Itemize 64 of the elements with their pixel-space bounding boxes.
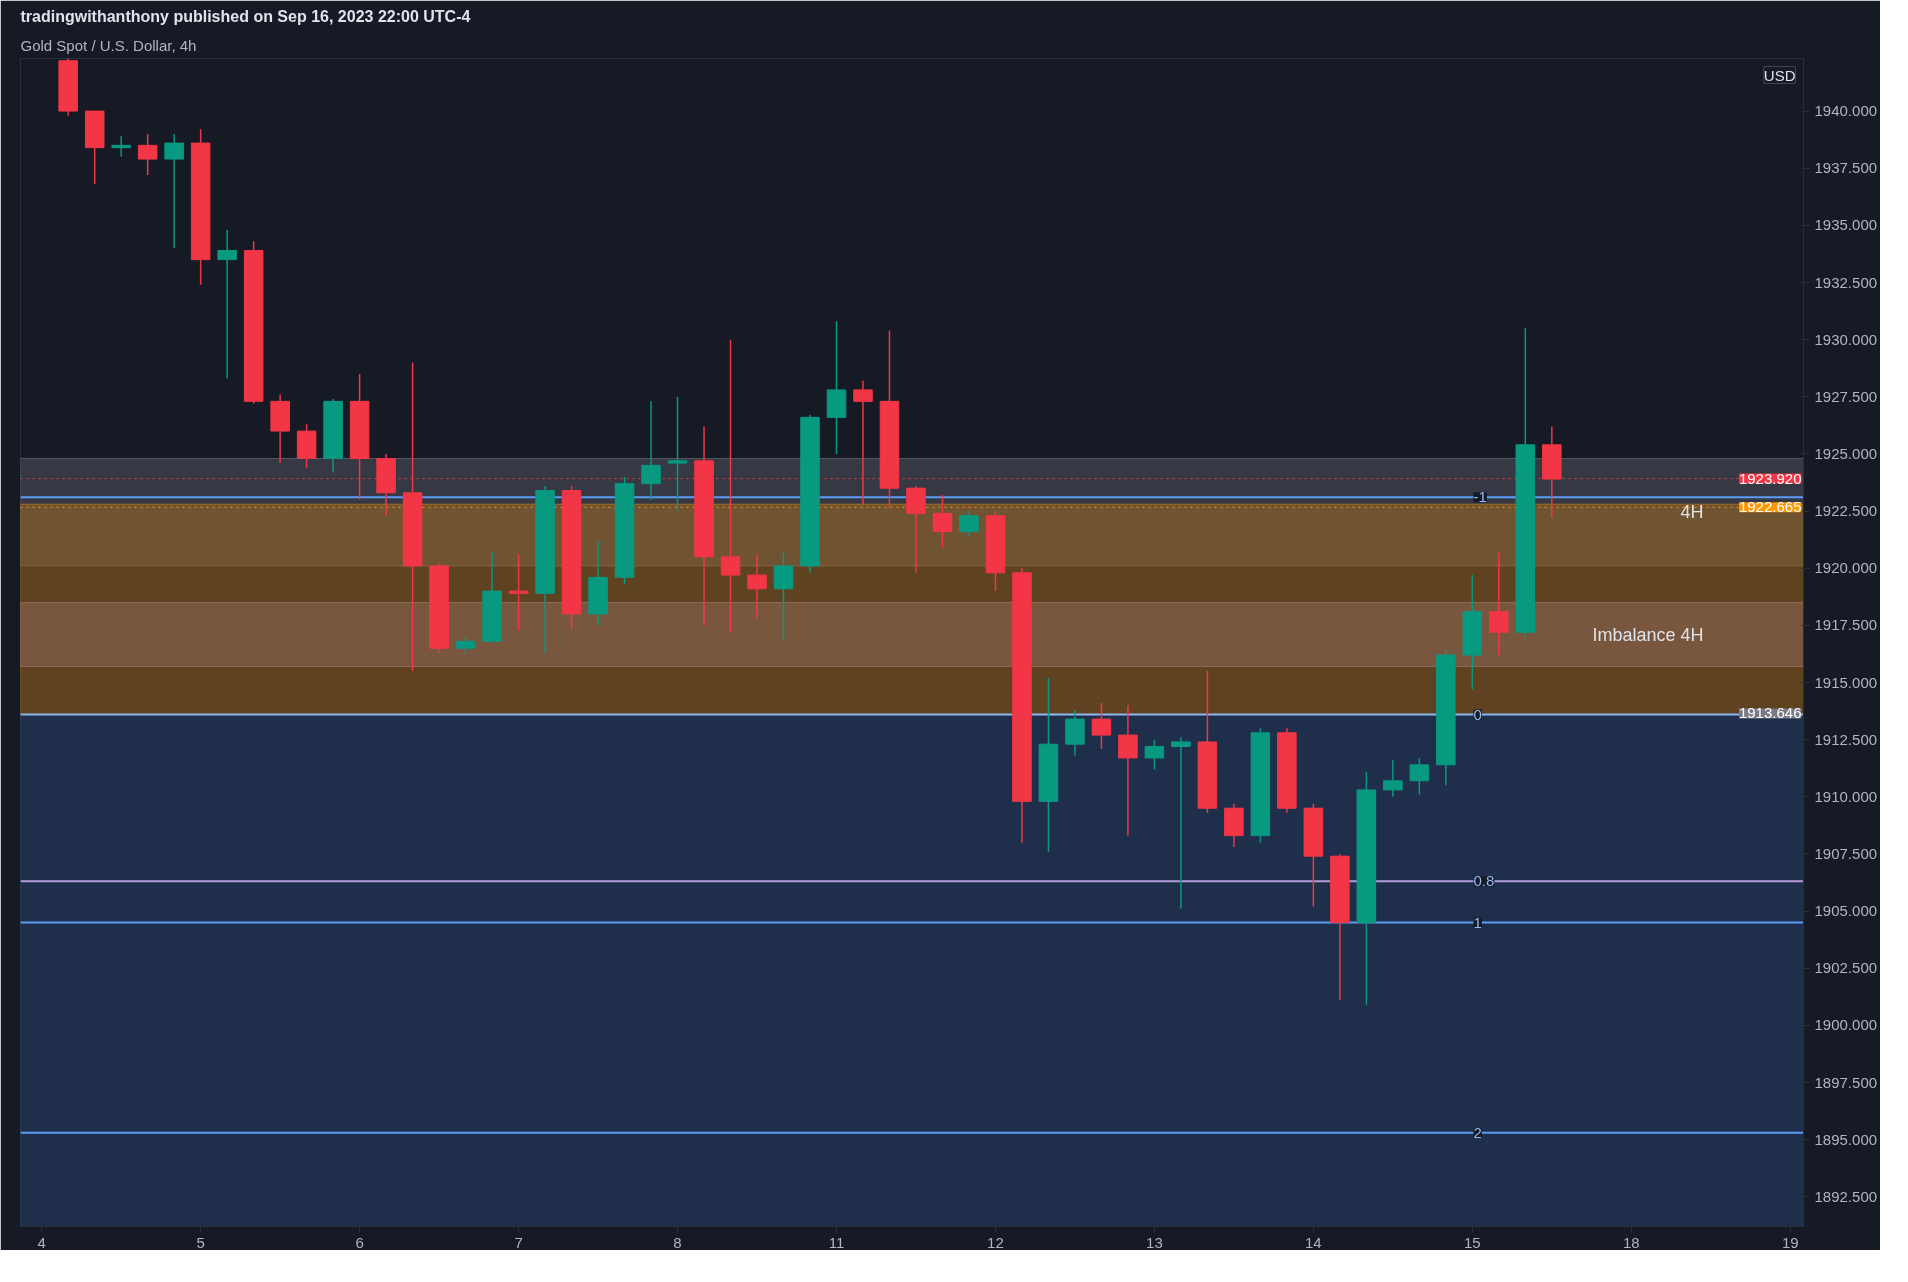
y-tick-label: 1917.500 xyxy=(1814,616,1878,634)
candlestick xyxy=(164,133,184,249)
x-tick-label: 5 xyxy=(196,1233,205,1251)
x-tick-label: 11 xyxy=(828,1233,845,1251)
candlestick xyxy=(1118,704,1138,837)
annotation: 0.8 xyxy=(1473,872,1495,890)
candlestick xyxy=(137,133,158,176)
candlestick xyxy=(667,396,688,512)
annotation: -1 xyxy=(1473,488,1487,506)
x-tick-label: 15 xyxy=(1463,1233,1481,1251)
x-tick-label: 13 xyxy=(1146,1233,1163,1251)
candlestick xyxy=(773,551,794,643)
y-tick-label: 1932.500 xyxy=(1814,273,1878,291)
band-label: Imbalance 4H xyxy=(1592,624,1704,645)
x-tick-label: 7 xyxy=(514,1233,523,1251)
x-tick-label: 18 xyxy=(1622,1233,1640,1251)
chart-subtitle: Gold Spot / U.S. Dollar, 4h xyxy=(20,36,197,54)
y-tick-label: 1897.500 xyxy=(1814,1073,1878,1091)
chart-title: tradingwithanthony published on Sep 16, 2023 22:00 UTC-4 xyxy=(20,7,471,25)
annotation: 1 xyxy=(1473,913,1482,931)
annotation: 0 xyxy=(1473,705,1482,723)
candlestick xyxy=(508,553,529,631)
y-tick-label: 1900.000 xyxy=(1814,1016,1878,1034)
ref-line-label: 1913.646 xyxy=(1738,704,1802,722)
candlestick xyxy=(932,494,953,549)
annotation: USD xyxy=(1763,66,1796,84)
y-tick-label: 1935.000 xyxy=(1814,216,1878,234)
y-tick-label: 1902.500 xyxy=(1814,959,1878,977)
y-tick-label: 1915.000 xyxy=(1814,673,1878,691)
y-tick-label: 1937.500 xyxy=(1814,159,1878,177)
candlestick xyxy=(217,229,237,380)
candlestick xyxy=(111,135,131,158)
candlestick xyxy=(1489,551,1509,656)
ref-line-label: 1923.920 xyxy=(1738,469,1802,487)
candlestick xyxy=(747,553,767,620)
y-tick-label: 1910.000 xyxy=(1814,787,1878,805)
y-tick-label: 1925.000 xyxy=(1814,444,1878,462)
y-tick-label: 1940.000 xyxy=(1814,102,1878,120)
candlestick xyxy=(1383,759,1403,798)
candlestick xyxy=(1144,738,1165,771)
x-tick-label: 6 xyxy=(355,1233,364,1251)
ref-line-label: 1922.665 xyxy=(1738,498,1802,516)
x-tick-label: 8 xyxy=(673,1233,682,1251)
y-tick-label: 1907.500 xyxy=(1814,844,1878,862)
x-tick-label: 14 xyxy=(1305,1233,1322,1251)
x-tick-label: 4 xyxy=(37,1233,46,1251)
y-tick-label: 1927.500 xyxy=(1814,387,1878,405)
candlestick xyxy=(455,636,476,656)
candlestick xyxy=(1409,757,1430,796)
annotation: 2 xyxy=(1473,1123,1482,1141)
x-tick-label: 12 xyxy=(987,1233,1004,1251)
y-tick-label: 1922.500 xyxy=(1814,502,1878,520)
candlestick xyxy=(959,510,979,537)
candlestick xyxy=(1171,736,1191,910)
y-tick-label: 1930.000 xyxy=(1814,330,1878,348)
candlestick xyxy=(641,400,661,501)
y-tick-label: 1920.000 xyxy=(1814,559,1878,577)
x-tick-label: 19 xyxy=(1781,1233,1799,1251)
band-label: 4H xyxy=(1680,502,1704,523)
y-tick-label: 1892.500 xyxy=(1814,1187,1878,1205)
y-tick-label: 1905.000 xyxy=(1814,902,1878,920)
y-tick-label: 1895.000 xyxy=(1814,1130,1878,1148)
candlestick xyxy=(1091,702,1112,750)
y-tick-label: 1912.500 xyxy=(1814,730,1878,748)
